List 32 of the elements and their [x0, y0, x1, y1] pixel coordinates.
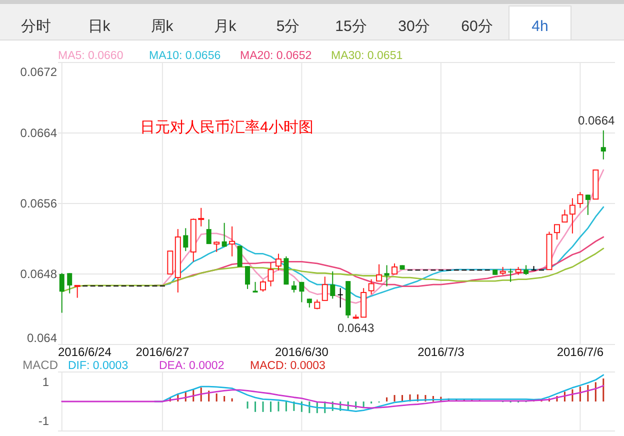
- x-tick-label: 2016/6/30: [274, 345, 329, 359]
- y-tick-label: 0.0648: [20, 267, 58, 281]
- y-tick-label: -1: [38, 414, 50, 428]
- text: 日元对人民币汇率4小时图: [140, 119, 314, 136]
- text: 月k: [214, 18, 237, 35]
- y-tick-label: 0.0664: [20, 126, 58, 140]
- x-tick-label: 2016/7/3: [418, 345, 465, 359]
- text: DIF: 0.0003: [68, 360, 128, 372]
- y-tick-label: 0.064: [26, 331, 58, 345]
- text: 日k: [88, 18, 111, 35]
- text: 4h: [532, 18, 548, 35]
- x-tick-label: 2016/6/24: [58, 345, 112, 359]
- text: MA30: 0.0651: [331, 50, 403, 62]
- x-tick-label: 2016/6/27: [136, 345, 190, 359]
- annotation: 0.0664: [578, 113, 615, 128]
- y-tick-label: 0.0672: [20, 65, 58, 79]
- text: 5分: [276, 18, 300, 35]
- text: MA10: 0.0656: [149, 50, 221, 62]
- series-label: DEA: 0.0002: [159, 360, 224, 372]
- text: MACD: 0.0003: [250, 360, 326, 372]
- text: 分时: [21, 18, 51, 35]
- text: 15分: [335, 18, 367, 35]
- text: 60分: [461, 18, 493, 35]
- text: 30分: [398, 18, 430, 35]
- text: 周k: [150, 18, 174, 35]
- x-tick-label: 2016/7/6: [556, 345, 604, 359]
- chart-title: MACD: [22, 358, 58, 372]
- text: MA5: 0.0660: [58, 50, 124, 62]
- y-tick-label: 1: [42, 374, 50, 389]
- annotation: 0.0643: [337, 320, 375, 335]
- y-tick-label: 0.0656: [20, 196, 58, 210]
- text: MA20: 0.0652: [240, 50, 312, 62]
